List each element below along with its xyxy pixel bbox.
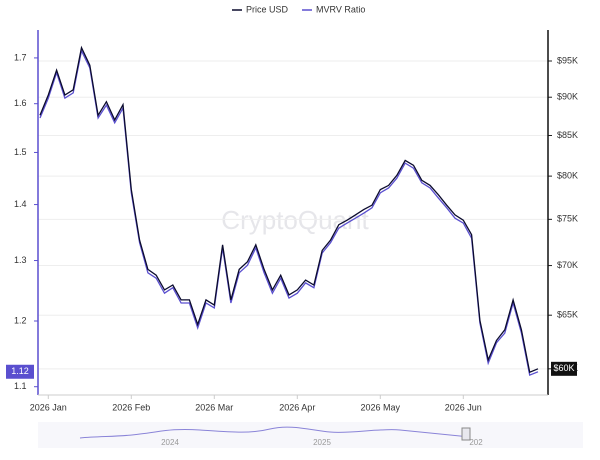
watermark: CryptoQuant <box>221 205 369 235</box>
y2-tick-label: $90K <box>557 92 578 102</box>
y-tick-label: 1.7 <box>14 52 27 62</box>
series-line <box>39 45 539 374</box>
legend-label: MVRV Ratio <box>316 4 365 14</box>
navigator-background <box>38 422 583 448</box>
navigator-label: 202 <box>469 438 483 447</box>
navigator-handle[interactable] <box>461 427 471 441</box>
x-tick-label: 2026 Jan <box>30 402 67 412</box>
x-tick-label: 2026 Apr <box>279 402 315 412</box>
y-tick-label: 1.2 <box>14 315 27 325</box>
x-tick-label: 2026 Feb <box>112 402 150 412</box>
navigator-label: 2025 <box>313 438 331 447</box>
last-value-label: 1.12 <box>11 366 29 376</box>
x-tick-label: 2026 Jun <box>445 402 482 412</box>
navigator: 2024 2025 202 <box>38 422 583 448</box>
legend-label: Price USD <box>246 4 289 14</box>
y2-tick-label: $80K <box>557 170 578 180</box>
last-value-box <box>551 361 577 376</box>
y2-tick-label: $70K <box>557 260 578 270</box>
last-value-box <box>6 364 34 379</box>
y2-tick-label: $85K <box>557 130 578 140</box>
navigator-label: 2024 <box>161 438 179 447</box>
x-tick-label: 2026 May <box>361 402 401 412</box>
y-tick-label: 1.6 <box>14 98 27 108</box>
y2-tick-label: $65K <box>557 310 578 320</box>
y-tick-label: 1.4 <box>14 199 27 209</box>
navigator-line <box>79 426 471 439</box>
y2-tick-label: $95K <box>557 55 578 65</box>
y2-tick-label: $75K <box>557 214 578 224</box>
x-tick-label: 2026 Mar <box>195 402 233 412</box>
last-value-label: $60K <box>553 363 574 373</box>
y-tick-label: 1.3 <box>14 255 27 265</box>
y-tick-label: 1.1 <box>14 381 27 391</box>
y-tick-label: 1.5 <box>14 147 27 157</box>
